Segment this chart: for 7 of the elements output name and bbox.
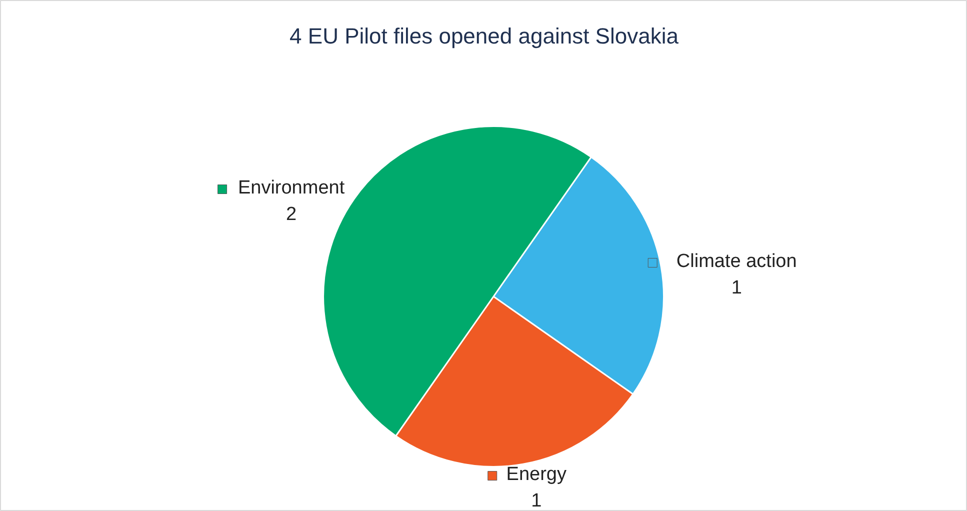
- chart-title: 4 EU Pilot files opened against Slovakia: [290, 24, 680, 48]
- data-label: 1: [531, 490, 542, 511]
- legend-label: Environment: [238, 178, 346, 199]
- data-label: 2: [286, 204, 297, 225]
- legend-label: Climate action: [676, 251, 797, 272]
- legend-label: Energy: [506, 464, 567, 486]
- data-label: 1: [731, 277, 742, 298]
